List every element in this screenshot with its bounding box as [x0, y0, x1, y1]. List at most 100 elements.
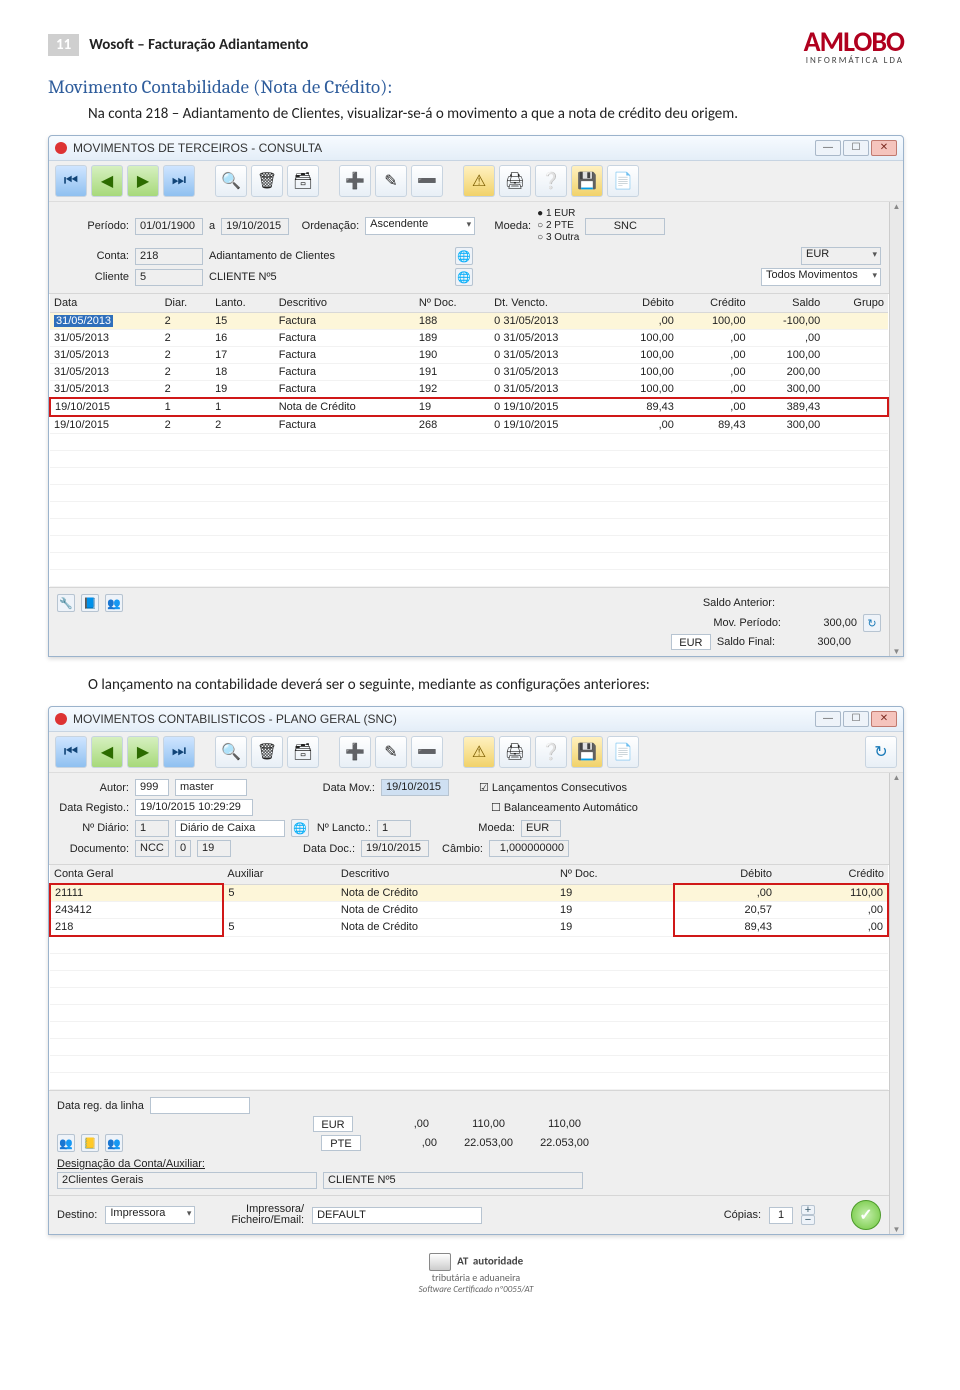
periodo-from[interactable]: 01/01/1900 — [135, 218, 203, 235]
ok-button[interactable]: ✓ — [851, 1200, 881, 1230]
nav-first-icon[interactable]: ⏮ — [55, 736, 87, 768]
users-icon[interactable]: 👥 — [57, 1134, 75, 1152]
destino-select[interactable]: Impressora — [105, 1206, 195, 1224]
print-icon[interactable]: 🖨 — [499, 165, 531, 197]
help-icon[interactable]: ❔ — [535, 736, 567, 768]
users-icon[interactable]: 👥 — [105, 594, 123, 612]
save-icon[interactable]: 💾 — [571, 736, 603, 768]
moeda-radio-pte[interactable]: 2 PTE — [537, 220, 579, 232]
table-row[interactable]: 31/05/2013216Factura1890 31/05/2013100,0… — [50, 330, 888, 347]
column-header[interactable]: Descritivo — [275, 294, 415, 313]
warning-icon[interactable]: ⚠ — [463, 165, 495, 197]
remove-row-icon[interactable]: ➖ — [411, 165, 443, 197]
db-icon[interactable]: 🗃 — [287, 736, 319, 768]
nav-first-icon[interactable]: ⏮ — [55, 165, 87, 197]
titlebar[interactable]: MOVIMENTOS CONTABILISTICOS - PLANO GERAL… — [49, 707, 903, 732]
maximize-button[interactable]: ☐ — [843, 711, 869, 727]
column-header[interactable]: Lanto. — [211, 294, 275, 313]
table-row[interactable]: 31/05/2013217Factura1900 31/05/2013100,0… — [50, 347, 888, 364]
autor-name[interactable]: master — [175, 779, 247, 796]
column-header[interactable]: Data — [50, 294, 161, 313]
column-header[interactable]: Conta Geral — [50, 865, 223, 884]
chk-balanceamento[interactable]: Balanceamento Automático — [491, 801, 638, 814]
column-header[interactable]: Débito — [674, 865, 777, 884]
doc-n[interactable]: 19 — [197, 840, 231, 857]
table-row[interactable]: 19/10/201522Factura2680 19/10/2015,0089,… — [50, 416, 888, 434]
column-header[interactable]: Diar. — [161, 294, 211, 313]
autor-num[interactable]: 999 — [135, 779, 169, 796]
maximize-button[interactable]: ☐ — [843, 140, 869, 156]
nav-prev-icon[interactable]: ◀ — [91, 736, 123, 768]
column-header[interactable]: Auxiliar — [223, 865, 337, 884]
add-row-icon[interactable]: ➕ — [339, 165, 371, 197]
todos-mov-select[interactable]: Todos Movimentos — [761, 268, 881, 286]
edit-row-icon[interactable]: ✎ — [375, 736, 407, 768]
edit-row-icon[interactable]: ✎ — [375, 165, 407, 197]
nav-next-icon[interactable]: ▶ — [127, 165, 159, 197]
delete-icon[interactable]: 🗑 — [251, 165, 283, 197]
moeda-radios[interactable]: 1 EUR 2 PTE 3 Outra — [537, 208, 579, 244]
close-button[interactable]: ✕ — [871, 140, 897, 156]
impressora-field[interactable]: DEFAULT — [312, 1207, 482, 1224]
book-icon[interactable]: 📒 — [81, 1134, 99, 1152]
table-row[interactable]: 2185Nota de Crédito1989,43,00 — [50, 919, 888, 937]
titlebar[interactable]: MOVIMENTOS DE TERCEIROS - CONSULTA — ☐ ✕ — [49, 136, 903, 161]
lookup-icon[interactable]: 🌐 — [291, 819, 309, 837]
scrollbar[interactable]: ▲▼ — [889, 202, 903, 656]
tool-icon[interactable]: 🔧 — [57, 594, 75, 612]
users-icon[interactable]: 👥 — [105, 1134, 123, 1152]
save-icon[interactable]: 💾 — [571, 165, 603, 197]
minimize-button[interactable]: — — [815, 140, 841, 156]
datadoc-field[interactable]: 19/10/2015 — [361, 840, 429, 857]
moeda-radio-outra[interactable]: 3 Outra — [537, 232, 579, 244]
column-header[interactable]: Crédito — [776, 865, 888, 884]
warning-icon[interactable]: ⚠ — [463, 736, 495, 768]
book-icon[interactable]: 📘 — [81, 594, 99, 612]
help-icon[interactable]: ❔ — [535, 165, 567, 197]
table-row[interactable]: 31/05/2013218Factura1910 31/05/2013100,0… — [50, 364, 888, 381]
doc-0[interactable]: 0 — [175, 840, 191, 857]
datamov-field[interactable]: 19/10/2015 — [381, 779, 449, 796]
moeda-radio-eur[interactable]: 1 EUR — [537, 208, 579, 220]
refresh-icon[interactable]: ↻ — [863, 614, 881, 632]
periodo-to[interactable]: 19/10/2015 — [221, 218, 289, 235]
table-row[interactable]: 31/05/2013219Factura1920 31/05/2013100,0… — [50, 381, 888, 399]
nav-next-icon[interactable]: ▶ — [127, 736, 159, 768]
column-header[interactable]: Crédito — [678, 294, 750, 313]
column-header[interactable]: Descritivo — [337, 865, 556, 884]
movimentos-grid[interactable]: DataDiar.Lanto.DescritivoNº Doc.Dt. Venc… — [49, 294, 889, 587]
nav-prev-icon[interactable]: ◀ — [91, 165, 123, 197]
column-header[interactable]: Saldo — [750, 294, 825, 313]
cambio-field[interactable]: 1,000000000 — [489, 840, 569, 857]
table-row[interactable]: 243412Nota de Crédito1920,57,00 — [50, 902, 888, 919]
nlancto-field[interactable]: 1 — [377, 820, 411, 837]
column-header[interactable]: Débito — [609, 294, 678, 313]
refresh-icon[interactable]: ↻ — [865, 736, 897, 768]
conta-num[interactable]: 218 — [135, 248, 203, 265]
ndiario-field[interactable]: 1 — [135, 820, 169, 837]
table-row[interactable]: 31/05/2013215Factura1880 31/05/2013,0010… — [50, 313, 888, 330]
column-header[interactable]: Dt. Vencto. — [490, 294, 609, 313]
table-row[interactable]: 19/10/201511Nota de Crédito190 19/10/201… — [50, 398, 888, 416]
search-icon[interactable]: 🔍 — [215, 736, 247, 768]
doc-tipo[interactable]: NCC — [135, 840, 169, 857]
chk-consecutivos[interactable]: Lançamentos Consecutivos — [479, 781, 627, 794]
column-header[interactable]: Grupo — [824, 294, 888, 313]
export-icon[interactable]: 📄 — [607, 165, 639, 197]
nav-last-icon[interactable]: ⏭ — [163, 165, 195, 197]
db-icon[interactable]: 🗃 — [287, 165, 319, 197]
lookup-icon[interactable]: 🌐 — [455, 247, 473, 265]
scrollbar[interactable]: ▲▼ — [889, 773, 903, 1234]
column-header[interactable]: Nº Doc. — [556, 865, 674, 884]
ordenacao-select[interactable]: Ascendente — [365, 217, 475, 235]
search-icon[interactable]: 🔍 — [215, 165, 247, 197]
delete-icon[interactable]: 🗑 — [251, 736, 283, 768]
cliente-num[interactable]: 5 — [135, 269, 203, 286]
add-row-icon[interactable]: ➕ — [339, 736, 371, 768]
close-button[interactable]: ✕ — [871, 711, 897, 727]
column-header[interactable]: Nº Doc. — [415, 294, 490, 313]
step-down-icon[interactable]: − — [801, 1215, 815, 1225]
lancamentos-grid[interactable]: Conta GeralAuxiliarDescritivoNº Doc.Débi… — [49, 865, 889, 1090]
lookup-icon[interactable]: 🌐 — [455, 268, 473, 286]
export-icon[interactable]: 📄 — [607, 736, 639, 768]
